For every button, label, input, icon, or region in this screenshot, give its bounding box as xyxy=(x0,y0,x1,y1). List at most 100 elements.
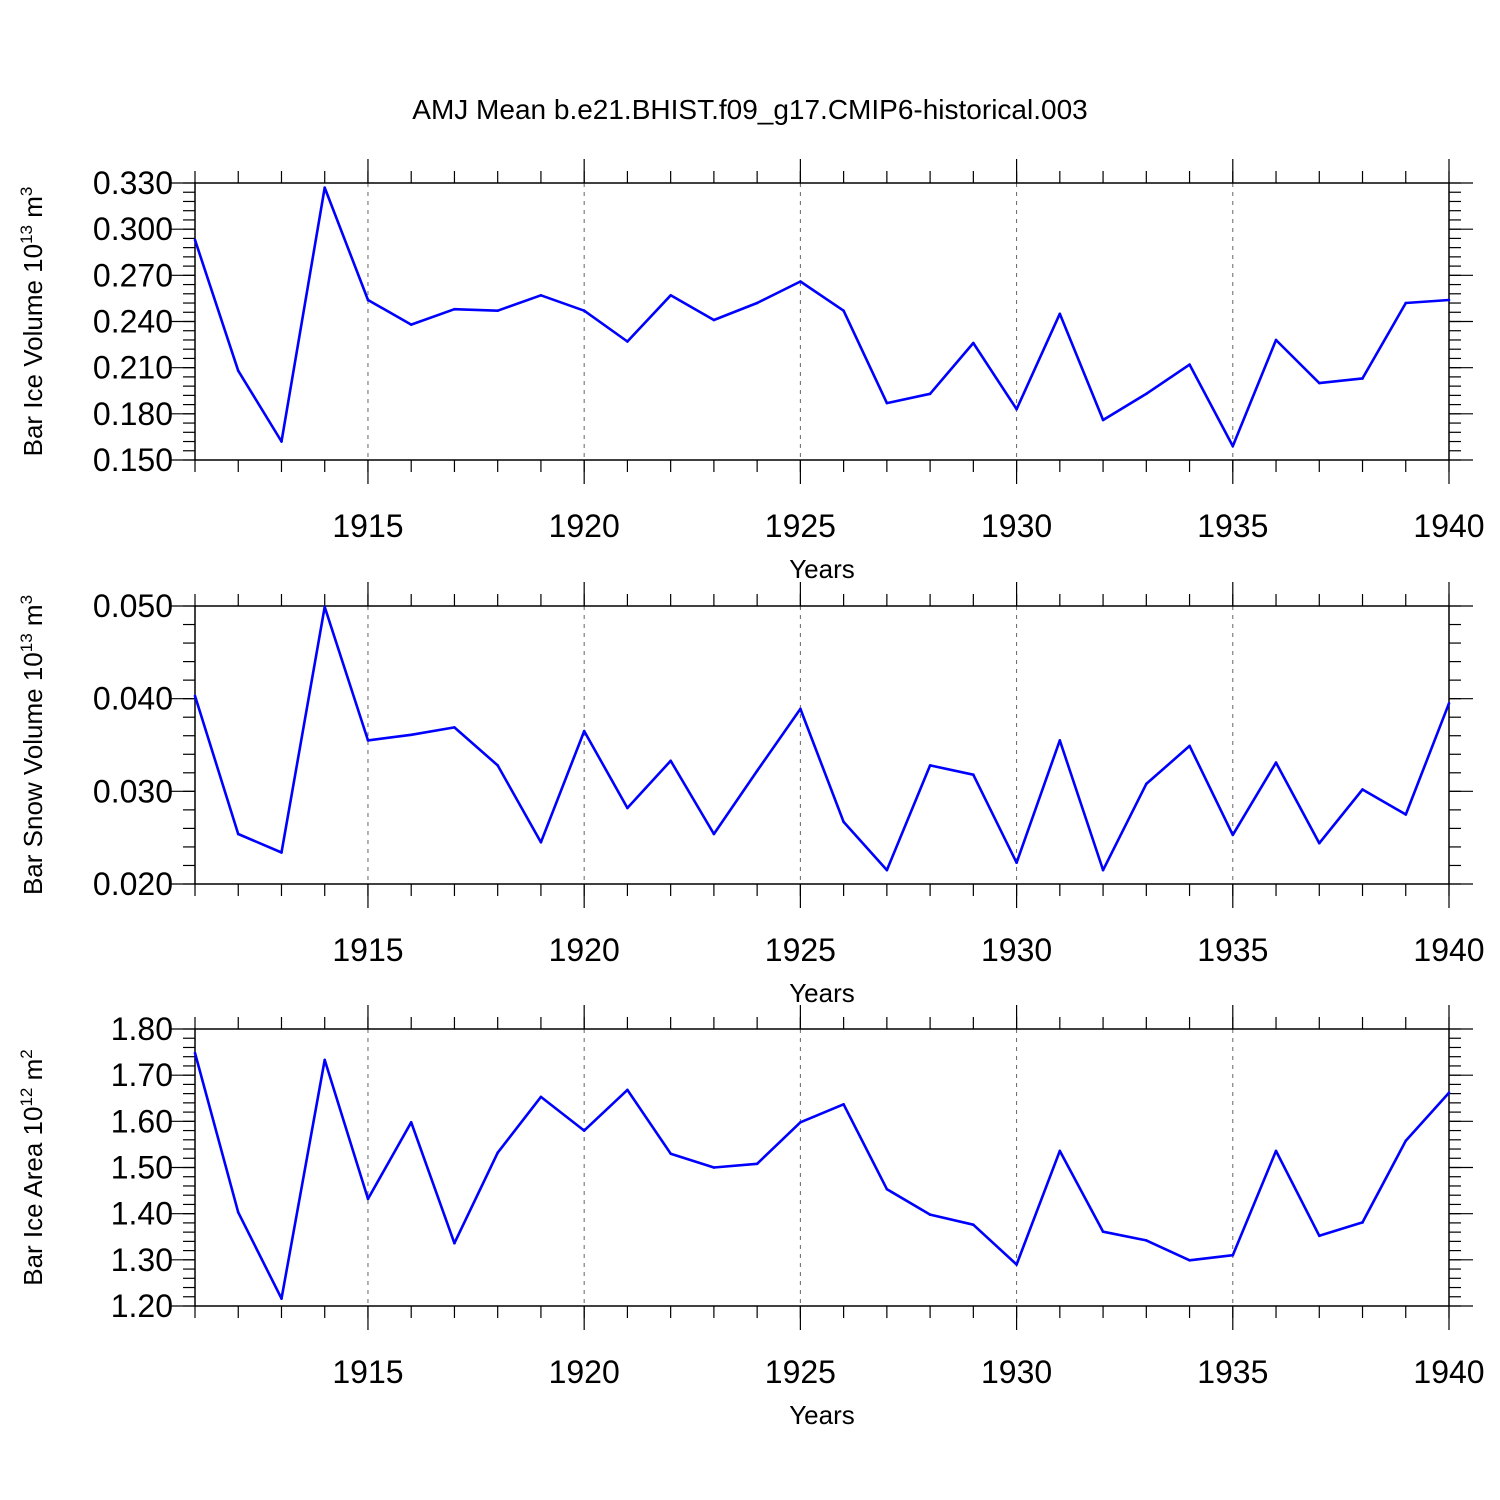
data-point xyxy=(582,309,586,313)
data-point xyxy=(496,764,499,767)
data-point xyxy=(366,739,370,742)
y-axis-label-text: Bar Ice Volume 10 xyxy=(18,244,48,456)
data-point xyxy=(972,1223,975,1227)
data-point xyxy=(193,694,197,698)
data-point xyxy=(366,298,370,302)
data-point xyxy=(1404,813,1408,816)
plot-frame xyxy=(194,605,1450,885)
data-point xyxy=(1317,841,1321,845)
data-point xyxy=(1447,1091,1451,1095)
y-axis-label-superscript: 12 xyxy=(17,1088,36,1107)
x-tick-label: 1935 xyxy=(1197,932,1268,968)
data-point xyxy=(928,764,932,767)
data-point xyxy=(1058,1149,1062,1153)
y-axis-label-superscript: 2 xyxy=(17,1049,36,1058)
y-tick-label: 0.210 xyxy=(93,350,173,386)
data-point xyxy=(1145,782,1148,786)
data-point xyxy=(409,323,413,326)
y-tick-label: 1.80 xyxy=(111,1011,173,1047)
x-tick-label: 1920 xyxy=(549,932,620,968)
data-point xyxy=(1361,788,1364,791)
x-tick-label: 1930 xyxy=(981,508,1052,544)
data-point xyxy=(1145,1239,1148,1242)
data-point xyxy=(1231,833,1235,837)
data-point xyxy=(582,1129,586,1132)
data-point xyxy=(539,841,543,844)
data-point xyxy=(236,832,240,836)
data-point xyxy=(842,309,845,313)
data-point xyxy=(1231,1253,1235,1257)
y-tick-label: 0.020 xyxy=(93,866,173,902)
x-tick-label: 1940 xyxy=(1413,932,1484,968)
y-axis-label: Bar Snow Volume 1013 m3 xyxy=(17,595,48,895)
data-point xyxy=(928,1213,932,1216)
x-axis-label: Years xyxy=(789,1400,855,1430)
data-point xyxy=(1404,301,1408,305)
data-point xyxy=(453,726,456,729)
data-point xyxy=(496,309,499,313)
data-point xyxy=(626,806,629,810)
data-point xyxy=(1015,1263,1018,1266)
y-axis-label-superscript: 3 xyxy=(17,187,36,196)
data-point xyxy=(1058,312,1062,316)
data-point xyxy=(626,340,629,343)
data-point xyxy=(323,605,327,609)
x-tick-label: 1930 xyxy=(981,932,1052,968)
x-axis-label: Years xyxy=(789,554,855,584)
series-line xyxy=(193,186,1450,448)
data-point xyxy=(799,1120,802,1124)
data-point xyxy=(453,307,456,311)
y-tick-label: 1.60 xyxy=(111,1103,173,1139)
y-axis-label-text: Bar Ice Area 10 xyxy=(18,1107,48,1286)
data-point xyxy=(236,1210,240,1214)
data-point xyxy=(885,1187,889,1191)
data-point xyxy=(755,769,759,773)
data-point xyxy=(885,401,889,405)
y-axis-label-text: m xyxy=(18,1059,48,1088)
data-point xyxy=(409,733,413,737)
y-axis-label-text: m xyxy=(18,196,48,225)
x-tick-label: 1920 xyxy=(549,508,620,544)
data-point xyxy=(669,1152,672,1155)
x-tick-label: 1925 xyxy=(765,508,836,544)
data-point xyxy=(1404,1139,1408,1143)
y-tick-label: 0.030 xyxy=(93,773,173,809)
y-tick-label: 1.20 xyxy=(111,1288,173,1324)
data-point xyxy=(539,1095,543,1099)
data-point xyxy=(1101,868,1105,872)
data-point xyxy=(1274,761,1278,764)
data-point xyxy=(755,1162,759,1166)
data-point xyxy=(712,318,716,322)
plot-frame xyxy=(194,1028,1450,1307)
y-axis-label-superscript: 13 xyxy=(17,633,36,652)
x-tick-label: 1915 xyxy=(332,508,403,544)
data-point xyxy=(1274,1149,1278,1153)
data-point xyxy=(1188,363,1191,366)
y-tick-label: 1.40 xyxy=(111,1196,173,1232)
x-tick-label: 1925 xyxy=(765,932,836,968)
data-point xyxy=(972,773,975,776)
data-point xyxy=(1145,392,1148,396)
data-point xyxy=(712,1166,716,1169)
y-tick-label: 0.180 xyxy=(93,396,173,432)
chart-panel-3: 1.20 1.30 1.40 1.50 1.60 1.70 1.80 1915 1920 1925… xyxy=(17,1005,1485,1430)
y-axis-label: Bar Ice Volume 1013 m3 xyxy=(17,187,48,457)
data-point xyxy=(1274,338,1278,342)
x-tick-label: 1935 xyxy=(1197,508,1268,544)
data-point xyxy=(1231,444,1235,448)
data-point xyxy=(496,1151,499,1155)
data-point xyxy=(842,820,845,824)
data-point xyxy=(280,440,283,443)
data-point xyxy=(1317,381,1321,385)
data-point xyxy=(928,392,932,396)
data-point xyxy=(626,1088,629,1092)
data-point xyxy=(1058,739,1062,742)
x-axis-label: Years xyxy=(789,978,855,1008)
series-line xyxy=(193,605,1451,872)
data-point xyxy=(669,759,672,763)
data-point xyxy=(453,1241,456,1245)
x-tick-label: 1940 xyxy=(1413,508,1484,544)
data-point xyxy=(799,280,802,283)
x-tick-label: 1925 xyxy=(765,1354,836,1390)
data-point xyxy=(1317,1234,1321,1238)
